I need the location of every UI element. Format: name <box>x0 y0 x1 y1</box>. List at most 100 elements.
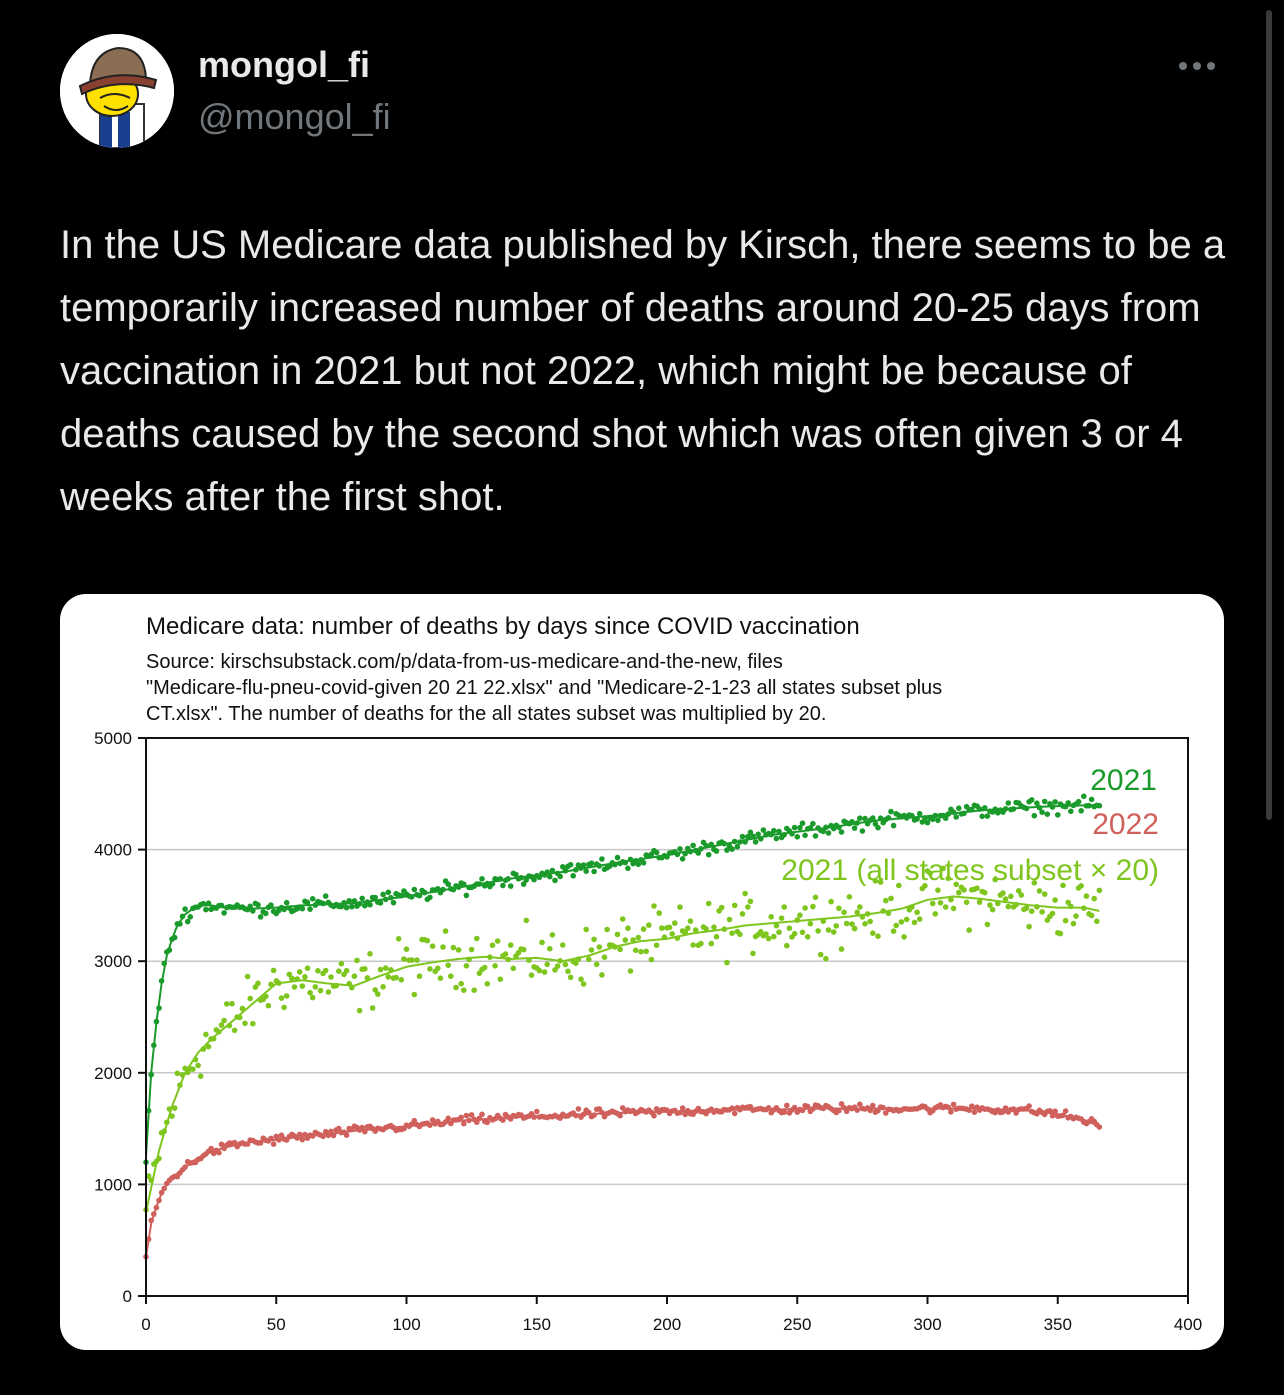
data-point <box>380 984 386 990</box>
data-point <box>427 966 433 972</box>
data-point <box>244 973 251 980</box>
data-point <box>557 873 563 880</box>
data-point <box>870 930 876 936</box>
data-point <box>989 906 996 913</box>
data-point <box>638 948 644 955</box>
data-point <box>622 937 629 943</box>
data-point <box>224 1001 230 1007</box>
y-tick-label: 2000 <box>94 1064 132 1083</box>
data-point <box>890 822 897 829</box>
data-point <box>820 828 827 835</box>
data-point <box>1088 796 1095 803</box>
data-point <box>268 902 274 908</box>
data-point <box>375 991 381 997</box>
data-point <box>799 820 806 826</box>
data-point <box>283 899 290 906</box>
data-point <box>411 991 418 998</box>
data-point <box>458 980 465 987</box>
data-point <box>445 1115 452 1122</box>
data-point <box>1034 800 1040 806</box>
data-point <box>713 848 720 854</box>
data-point <box>888 895 894 902</box>
data-point <box>619 916 626 922</box>
x-tick-label: 250 <box>783 1315 811 1334</box>
data-point <box>877 879 884 885</box>
data-point <box>724 847 730 853</box>
data-point <box>278 995 285 1001</box>
data-point <box>614 931 621 938</box>
data-point <box>362 966 368 972</box>
x-tick-label: 350 <box>1044 1315 1072 1334</box>
data-point <box>1052 897 1058 903</box>
data-point <box>924 819 931 826</box>
data-point <box>625 865 631 872</box>
data-point <box>940 865 946 872</box>
data-point <box>737 931 743 938</box>
data-point <box>1031 812 1038 819</box>
data-point <box>359 1124 366 1131</box>
data-point <box>643 948 649 955</box>
data-point <box>1039 809 1045 815</box>
data-point <box>435 965 441 972</box>
tweet-media-chart[interactable]: Medicare data: number of deaths by days … <box>60 594 1224 1350</box>
data-point <box>385 889 392 896</box>
data-point <box>552 877 558 884</box>
data-point <box>520 946 527 953</box>
chart-source-line: "Medicare-flu-pneu-covid-given 20 21 22.… <box>146 677 942 699</box>
data-point <box>471 987 478 993</box>
data-point <box>565 968 571 975</box>
data-point <box>265 1002 272 1009</box>
data-point <box>640 860 647 866</box>
data-point <box>1052 799 1058 805</box>
data-point <box>296 969 303 975</box>
data-point <box>307 989 313 996</box>
more-horizontal-icon[interactable] <box>1170 46 1224 86</box>
data-point <box>453 984 459 991</box>
data-point <box>437 975 444 981</box>
data-point <box>651 903 657 909</box>
data-point <box>640 926 647 932</box>
data-point <box>948 1109 954 1115</box>
data-point <box>484 981 491 987</box>
data-point <box>1088 912 1095 919</box>
data-point <box>745 833 751 840</box>
data-point <box>750 950 756 957</box>
data-point <box>322 967 329 974</box>
data-point <box>916 916 923 922</box>
data-point <box>945 875 952 882</box>
x-tick-label: 100 <box>392 1315 420 1334</box>
display-name[interactable]: mongol_fi <box>198 44 370 85</box>
avatar[interactable] <box>60 34 174 148</box>
data-point <box>635 934 642 941</box>
data-point <box>771 933 777 940</box>
data-point <box>580 862 587 868</box>
data-point <box>635 861 642 868</box>
data-point <box>547 945 553 952</box>
scrollbar[interactable] <box>1266 10 1272 820</box>
data-point <box>328 974 334 980</box>
data-point <box>440 944 446 950</box>
data-point <box>987 902 993 908</box>
handle[interactable]: @mongol_fi <box>198 96 391 137</box>
data-point <box>145 1173 152 1179</box>
data-point <box>966 927 972 933</box>
y-tick-label: 4000 <box>94 841 132 860</box>
data-point <box>810 820 816 827</box>
x-tick-label: 0 <box>141 1315 150 1334</box>
data-point <box>450 944 457 951</box>
data-point <box>911 919 918 926</box>
data-point <box>1005 903 1012 910</box>
data-point <box>765 935 772 942</box>
data-point <box>497 976 504 982</box>
data-point <box>442 928 449 934</box>
data-point <box>322 893 329 899</box>
data-point <box>760 827 767 833</box>
data-point <box>567 974 574 981</box>
data-point <box>763 931 769 937</box>
data-point <box>976 899 983 905</box>
data-point <box>309 896 316 902</box>
data-point <box>1060 882 1066 889</box>
data-point <box>309 994 316 1001</box>
data-point <box>257 914 264 920</box>
data-point <box>343 967 350 974</box>
